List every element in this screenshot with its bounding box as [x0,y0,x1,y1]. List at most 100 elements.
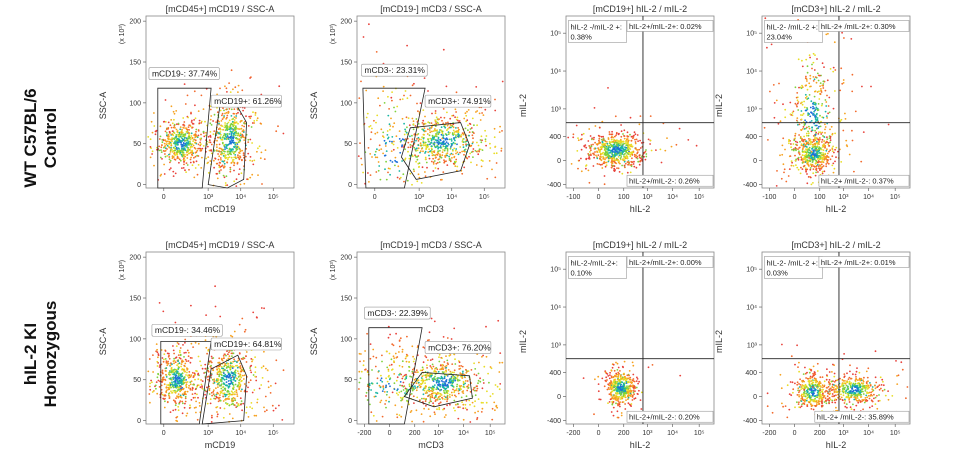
data-point [196,173,199,176]
data-point [419,102,422,104]
data-point [766,46,768,49]
data-point [830,125,833,128]
data-point [596,150,598,153]
data-point [396,376,399,379]
data-point [231,382,234,385]
data-point [421,397,423,400]
data-point [415,382,418,385]
data-point [831,164,834,167]
data-point [229,135,232,138]
data-point [250,126,253,128]
data-point [149,388,152,391]
data-point [607,157,610,160]
data-point [484,140,487,143]
data-point [837,150,839,153]
data-point [442,145,445,148]
data-point [199,137,202,140]
data-point [385,141,387,144]
data-point [610,136,613,139]
data-point [190,121,193,123]
data-point [231,393,234,396]
data-point [607,87,609,89]
data-point [222,128,225,131]
gate-label-box [210,94,282,108]
x-axis-label: mCD19 [205,440,236,450]
data-point [168,158,171,161]
y-tick-label: 0 [137,418,141,425]
data-point [193,372,196,375]
data-point [387,171,389,174]
data-point [223,152,225,155]
data-point [826,160,828,163]
data-point [166,384,169,386]
data-point [620,130,623,133]
data-point [375,356,378,359]
data-point [822,154,825,157]
data-point [205,390,208,393]
data-point [800,87,803,90]
data-point [236,385,239,388]
data-point [828,137,831,140]
data-point [802,161,805,164]
data-point [870,85,872,88]
data-point [228,385,231,388]
data-point [410,141,413,143]
data-point [369,138,372,141]
data-point [630,165,633,168]
data-point [401,117,404,120]
data-point [449,146,452,148]
data-point [225,367,228,369]
data-point [227,136,229,138]
data-point [164,358,167,360]
data-point [616,145,619,147]
data-point [429,359,432,361]
data-point [819,147,822,150]
data-point [624,166,626,169]
data-point [225,108,228,111]
data-point [209,402,212,405]
data-point [182,167,185,169]
data-point [393,140,395,143]
data-point [408,157,411,160]
data-point [825,105,828,107]
data-point [645,149,647,151]
data-point [384,168,386,171]
data-point [424,152,426,154]
data-point [224,124,227,127]
chart-title: [mCD3+] hIL-2 / mIL-2 [791,4,880,14]
data-point [199,360,202,363]
data-point [817,171,819,173]
data-point [643,155,645,158]
data-point [389,159,392,162]
data-point [377,169,380,172]
data-point [163,353,166,355]
data-point [176,123,178,126]
data-point [186,131,189,133]
data-point [241,124,244,127]
data-point [402,173,405,176]
data-point [812,150,815,153]
data-point [217,400,220,403]
data-point [229,375,232,377]
data-point [166,144,169,147]
data-point [231,159,234,161]
data-point [797,123,799,126]
data-point [440,133,443,136]
data-point [404,130,407,133]
data-point [603,175,606,177]
data-point [597,154,600,157]
data-point [177,122,180,125]
data-point [192,144,195,147]
data-point [800,129,803,132]
data-point [619,141,621,144]
data-point [424,122,427,125]
data-point [480,401,483,404]
data-point [814,76,817,78]
data-point [459,151,461,154]
data-point [621,143,624,146]
data-point [814,144,817,146]
data-point [844,112,846,115]
data-point [243,383,246,385]
data-point [226,403,229,406]
